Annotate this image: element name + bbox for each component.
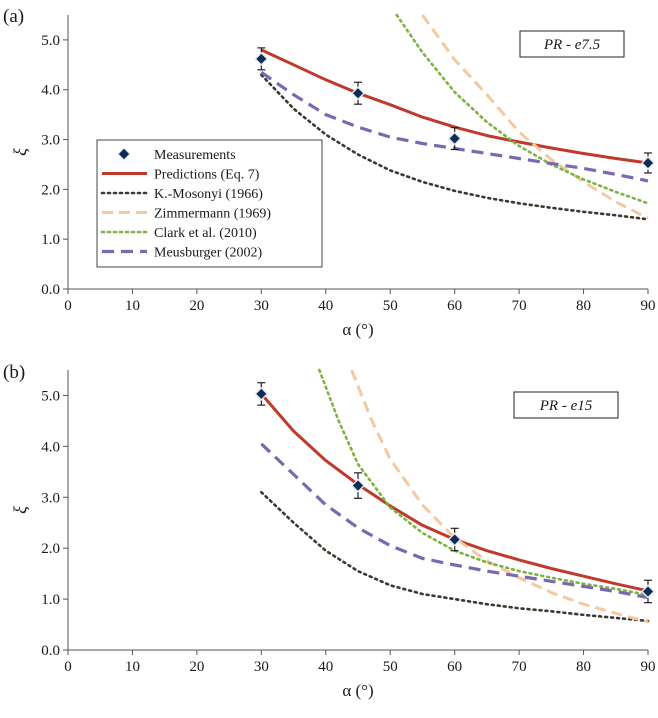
y-tick-label: 2.0 — [41, 541, 60, 557]
x-tick-label: 10 — [125, 659, 140, 675]
measurement-point — [351, 81, 365, 105]
x-tick-label: 80 — [576, 298, 591, 314]
panel-b: (b) 0.0 1.0 2.0 3.0 4.0 5.0 0 10 20 30 40 50 60 70 80 90… — [3, 362, 656, 700]
measurement-point — [641, 152, 655, 174]
panel-a: (a) 0.0 1.0 2.0 3.0 4.0 5.0 0 10 20 30 40 50 60 70 80 90… — [3, 6, 656, 339]
panel-label: (b) — [3, 362, 25, 383]
case-label: PR - e7.5 — [543, 37, 601, 53]
y-tick-label: 5.0 — [41, 33, 60, 49]
y-tick-label: 3.0 — [41, 490, 60, 506]
series-line-2 — [350, 369, 649, 624]
x-tick-label: 0 — [64, 659, 72, 675]
series-line-3 — [317, 368, 650, 597]
x-tick-label: 60 — [447, 298, 462, 314]
legend-box — [96, 139, 323, 268]
x-tick-label: 50 — [383, 659, 398, 675]
x-tick-label: 40 — [318, 298, 333, 314]
x-tick-label: 70 — [512, 298, 527, 314]
y-tick-label: 0.0 — [41, 282, 60, 298]
measurement-point — [254, 47, 269, 71]
y-tick-label: 2.0 — [41, 182, 60, 198]
legend-label-1: K.-Mosonyi (1966) — [154, 187, 263, 202]
y-tick-label: 0.0 — [41, 643, 60, 659]
y-tick-label: 4.0 — [41, 83, 60, 99]
case-label-box — [513, 391, 619, 419]
case-label: PR - e15 — [539, 398, 593, 414]
y-tick-label: 5.0 — [41, 388, 60, 404]
y-tick-label: 4.0 — [41, 439, 60, 455]
measurement-point — [254, 382, 269, 406]
measurement-point — [351, 472, 365, 499]
measurement-point — [641, 579, 655, 604]
x-tick-label: 50 — [383, 298, 398, 314]
measurement-marker — [351, 86, 365, 101]
legend-label-2: Zimmermann (1969) — [154, 207, 271, 222]
measurement-marker — [447, 532, 462, 547]
x-tick-label: 60 — [447, 659, 462, 675]
measurement-point — [447, 527, 462, 552]
panel-label: (a) — [3, 6, 24, 27]
x-tick-label: 40 — [318, 659, 333, 675]
series-line-1 — [259, 490, 650, 623]
series-line-1 — [259, 73, 650, 221]
y-axis-label: ξ — [10, 506, 30, 514]
x-tick-label: 80 — [576, 659, 591, 675]
series-line-0 — [260, 392, 649, 593]
y-axis-label: ξ — [10, 148, 30, 156]
measurement-marker — [351, 478, 365, 493]
legend-label-measurements: Measurements — [154, 148, 236, 163]
x-axis-label: α (°) — [342, 681, 373, 700]
x-tick-label: 10 — [125, 298, 140, 314]
legend-marker-measurements — [117, 147, 131, 161]
legend-label-0: Predictions (Eq. 7) — [154, 168, 260, 183]
y-tick-label: 1.0 — [41, 592, 60, 608]
legend-label-3: Clark et al. (2010) — [154, 226, 257, 241]
series-line-3 — [395, 13, 650, 205]
y-tick-label: 3.0 — [41, 133, 60, 149]
x-tick-label: 30 — [254, 298, 269, 314]
measurement-marker — [641, 584, 655, 599]
measurement-marker — [254, 386, 269, 401]
measurement-point — [447, 126, 462, 151]
x-tick-label: 90 — [641, 659, 656, 675]
measurement-marker — [447, 131, 462, 146]
series-line-4 — [260, 442, 649, 600]
legend-label-4: Meusburger (2002) — [154, 246, 263, 261]
series-line-2 — [421, 14, 649, 220]
x-tick-label: 20 — [189, 298, 204, 314]
case-label-box — [519, 30, 625, 58]
x-tick-label: 30 — [254, 659, 269, 675]
x-axis-label: α (°) — [342, 320, 373, 339]
measurement-marker — [254, 51, 269, 66]
measurement-marker — [641, 155, 655, 170]
x-tick-label: 20 — [189, 659, 204, 675]
x-tick-label: 0 — [64, 298, 72, 314]
x-tick-label: 70 — [512, 659, 527, 675]
x-tick-label: 90 — [641, 298, 656, 314]
y-tick-label: 1.0 — [41, 232, 60, 248]
